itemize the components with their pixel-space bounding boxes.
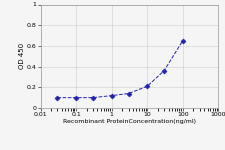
X-axis label: Recombinant ProteinConcentration(ng/ml): Recombinant ProteinConcentration(ng/ml) <box>63 118 196 124</box>
Y-axis label: OD 450: OD 450 <box>19 43 25 69</box>
